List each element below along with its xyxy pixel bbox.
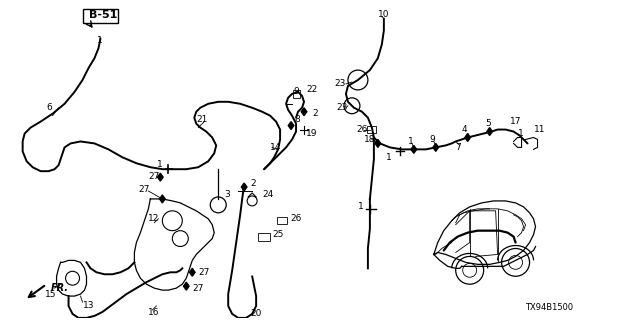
Polygon shape [159,195,165,203]
Bar [83,9,118,22]
Text: 11: 11 [534,125,545,134]
Polygon shape [465,133,470,141]
Text: 22: 22 [306,85,317,94]
Polygon shape [288,122,294,130]
Polygon shape [375,140,381,148]
Text: 23: 23 [334,79,346,88]
Text: 1: 1 [97,36,102,45]
Bar [258,233,270,241]
Text: 1: 1 [358,202,364,212]
Text: 12: 12 [148,214,160,223]
Polygon shape [184,282,189,290]
Bar [292,90,300,98]
Text: 20: 20 [250,309,262,318]
Polygon shape [241,183,247,191]
Text: 2: 2 [312,109,317,118]
Text: 25: 25 [272,230,284,239]
Text: 27: 27 [138,185,150,194]
Text: 1: 1 [157,160,163,169]
Text: 27: 27 [192,284,204,293]
Text: 15: 15 [45,290,56,299]
Text: 27: 27 [148,172,160,181]
Polygon shape [433,143,438,151]
Text: 8: 8 [294,115,300,124]
Text: 26: 26 [290,214,301,223]
Text: TX94B1500: TX94B1500 [525,303,573,312]
Text: 17: 17 [509,117,521,126]
Text: 21: 21 [196,115,207,124]
Text: 26: 26 [356,125,367,134]
Polygon shape [157,173,163,181]
Text: 2: 2 [250,179,256,188]
Text: 4: 4 [461,125,467,134]
Text: 1: 1 [386,153,392,162]
Text: 27: 27 [198,268,210,277]
Text: 5: 5 [486,119,492,128]
Text: 14: 14 [270,143,282,152]
Text: 19: 19 [306,129,317,138]
Text: 1: 1 [408,137,413,146]
Text: 9: 9 [293,87,299,96]
Text: 16: 16 [148,308,160,317]
Text: 9: 9 [430,135,435,144]
Text: B-51: B-51 [88,10,117,20]
Polygon shape [411,145,417,153]
Bar [367,126,376,133]
Text: 7: 7 [456,143,461,152]
Text: 6: 6 [47,103,52,112]
Polygon shape [487,128,492,135]
Text: 3: 3 [224,190,230,199]
Text: 24: 24 [262,190,273,199]
Polygon shape [301,108,307,116]
Polygon shape [189,268,195,276]
Text: 1: 1 [518,129,524,138]
Text: 23: 23 [336,103,348,112]
Text: 10: 10 [378,10,389,19]
Text: 18: 18 [364,135,376,144]
Text: 13: 13 [83,301,94,310]
Bar [277,217,287,224]
Text: FR.: FR. [51,283,68,293]
